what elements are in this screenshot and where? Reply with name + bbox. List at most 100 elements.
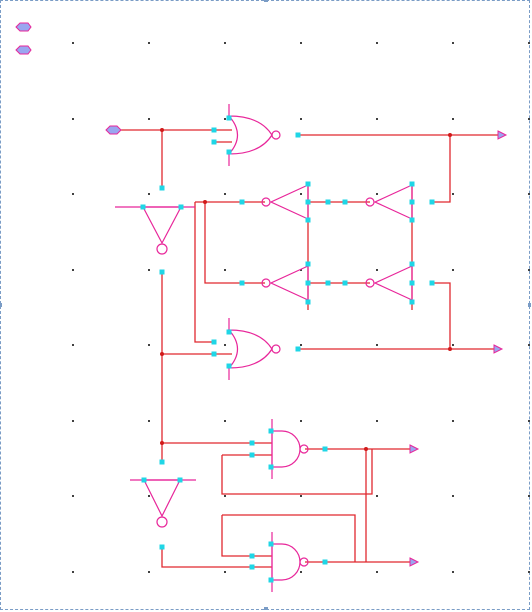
grid-dot xyxy=(224,42,226,44)
connection-pins[interactable] xyxy=(140,115,435,583)
output-port[interactable] xyxy=(493,344,504,354)
output-port[interactable] xyxy=(409,557,420,567)
connection-pin[interactable] xyxy=(140,204,146,210)
connection-pin[interactable] xyxy=(409,199,415,205)
connection-pin[interactable] xyxy=(211,351,217,357)
wire[interactable] xyxy=(204,202,265,284)
output-port[interactable] xyxy=(409,444,420,454)
resize-handle-right[interactable] xyxy=(528,303,531,307)
grid-dot xyxy=(224,420,226,422)
input-port-icon[interactable] xyxy=(15,45,32,55)
connection-pin[interactable] xyxy=(268,428,274,434)
connection-pin[interactable] xyxy=(178,204,184,210)
grid-dots xyxy=(72,42,530,573)
wire[interactable] xyxy=(432,135,451,203)
tristate-inverter[interactable] xyxy=(365,184,413,220)
wire[interactable] xyxy=(432,282,451,349)
connection-pin[interactable] xyxy=(268,541,274,547)
connection-pin[interactable] xyxy=(409,261,415,267)
connection-pin[interactable] xyxy=(409,217,415,223)
connection-pin[interactable] xyxy=(249,553,255,559)
connection-pin[interactable] xyxy=(409,280,415,286)
grid-dot xyxy=(148,495,150,497)
connection-pin[interactable] xyxy=(211,339,217,345)
connection-pin[interactable] xyxy=(211,139,217,145)
connection-pin[interactable] xyxy=(295,346,301,352)
grid-dot xyxy=(376,571,378,573)
output-port[interactable] xyxy=(497,130,508,140)
connection-pin[interactable] xyxy=(249,564,255,570)
connection-pin[interactable] xyxy=(325,280,331,286)
connection-pin[interactable] xyxy=(305,299,311,305)
connection-pin[interactable] xyxy=(159,185,165,191)
connection-pin[interactable] xyxy=(226,329,232,335)
connection-pin[interactable] xyxy=(159,459,165,465)
connection-pin[interactable] xyxy=(305,199,311,205)
wire[interactable] xyxy=(161,545,272,568)
connection-pin[interactable] xyxy=(409,299,415,305)
resize-handle-bottom[interactable] xyxy=(264,607,268,610)
wires[interactable] xyxy=(120,129,500,568)
connection-pin[interactable] xyxy=(342,280,348,286)
grid-dot xyxy=(452,344,454,346)
inverter[interactable] xyxy=(115,206,195,255)
connection-pin[interactable] xyxy=(305,261,311,267)
connection-pin[interactable] xyxy=(177,477,183,483)
wire[interactable] xyxy=(221,449,373,495)
and-gate[interactable] xyxy=(271,532,309,592)
wire-junction xyxy=(364,447,368,451)
grid-dot xyxy=(300,42,302,44)
connection-pin[interactable] xyxy=(305,181,311,187)
connection-pin[interactable] xyxy=(226,149,232,155)
tristate-inverter[interactable] xyxy=(261,184,309,220)
connection-pin[interactable] xyxy=(249,452,255,458)
connection-pin[interactable] xyxy=(159,544,165,550)
connection-pin[interactable] xyxy=(429,199,435,205)
resize-handle-left[interactable] xyxy=(0,303,2,307)
connection-pin[interactable] xyxy=(239,199,245,205)
wire[interactable] xyxy=(222,514,356,562)
connection-pin[interactable] xyxy=(268,577,274,583)
input-port-icon[interactable] xyxy=(15,22,32,32)
connection-pin[interactable] xyxy=(211,127,217,133)
inverter[interactable] xyxy=(130,479,196,528)
tristate-inverter[interactable] xyxy=(261,265,309,301)
connection-pin[interactable] xyxy=(342,199,348,205)
palette[interactable] xyxy=(15,22,32,55)
wire[interactable] xyxy=(194,202,215,343)
connection-pin[interactable] xyxy=(226,363,232,369)
or-gate[interactable] xyxy=(227,318,281,380)
connection-pin[interactable] xyxy=(305,217,311,223)
connection-pin[interactable] xyxy=(322,559,328,565)
grid-dot xyxy=(224,118,226,120)
connection-pin[interactable] xyxy=(295,132,301,138)
connection-pin[interactable] xyxy=(409,181,415,187)
grid-dot xyxy=(72,269,74,271)
wire[interactable] xyxy=(221,515,272,557)
connection-pin[interactable] xyxy=(141,477,147,483)
tristate-inverter[interactable] xyxy=(365,265,413,301)
and-gate[interactable] xyxy=(271,419,309,479)
connection-pin[interactable] xyxy=(429,280,435,286)
grid-dot xyxy=(376,344,378,346)
input-port[interactable] xyxy=(105,125,122,135)
connection-pin[interactable] xyxy=(226,115,232,121)
connection-pin[interactable] xyxy=(239,280,245,286)
grid-dot xyxy=(528,193,530,195)
grid-dot xyxy=(528,420,530,422)
connection-pin[interactable] xyxy=(325,199,331,205)
grid-dot xyxy=(300,420,302,422)
connection-pin[interactable] xyxy=(305,280,311,286)
connection-pin[interactable] xyxy=(268,464,274,470)
resize-handle-top[interactable] xyxy=(264,0,268,2)
or-gate[interactable] xyxy=(227,104,281,166)
connection-pin[interactable] xyxy=(249,440,255,446)
grid-dot xyxy=(452,495,454,497)
grid-dot xyxy=(148,420,150,422)
connection-pin[interactable] xyxy=(322,446,328,452)
connection-pin[interactable] xyxy=(159,269,165,275)
wire-junction xyxy=(160,128,164,132)
